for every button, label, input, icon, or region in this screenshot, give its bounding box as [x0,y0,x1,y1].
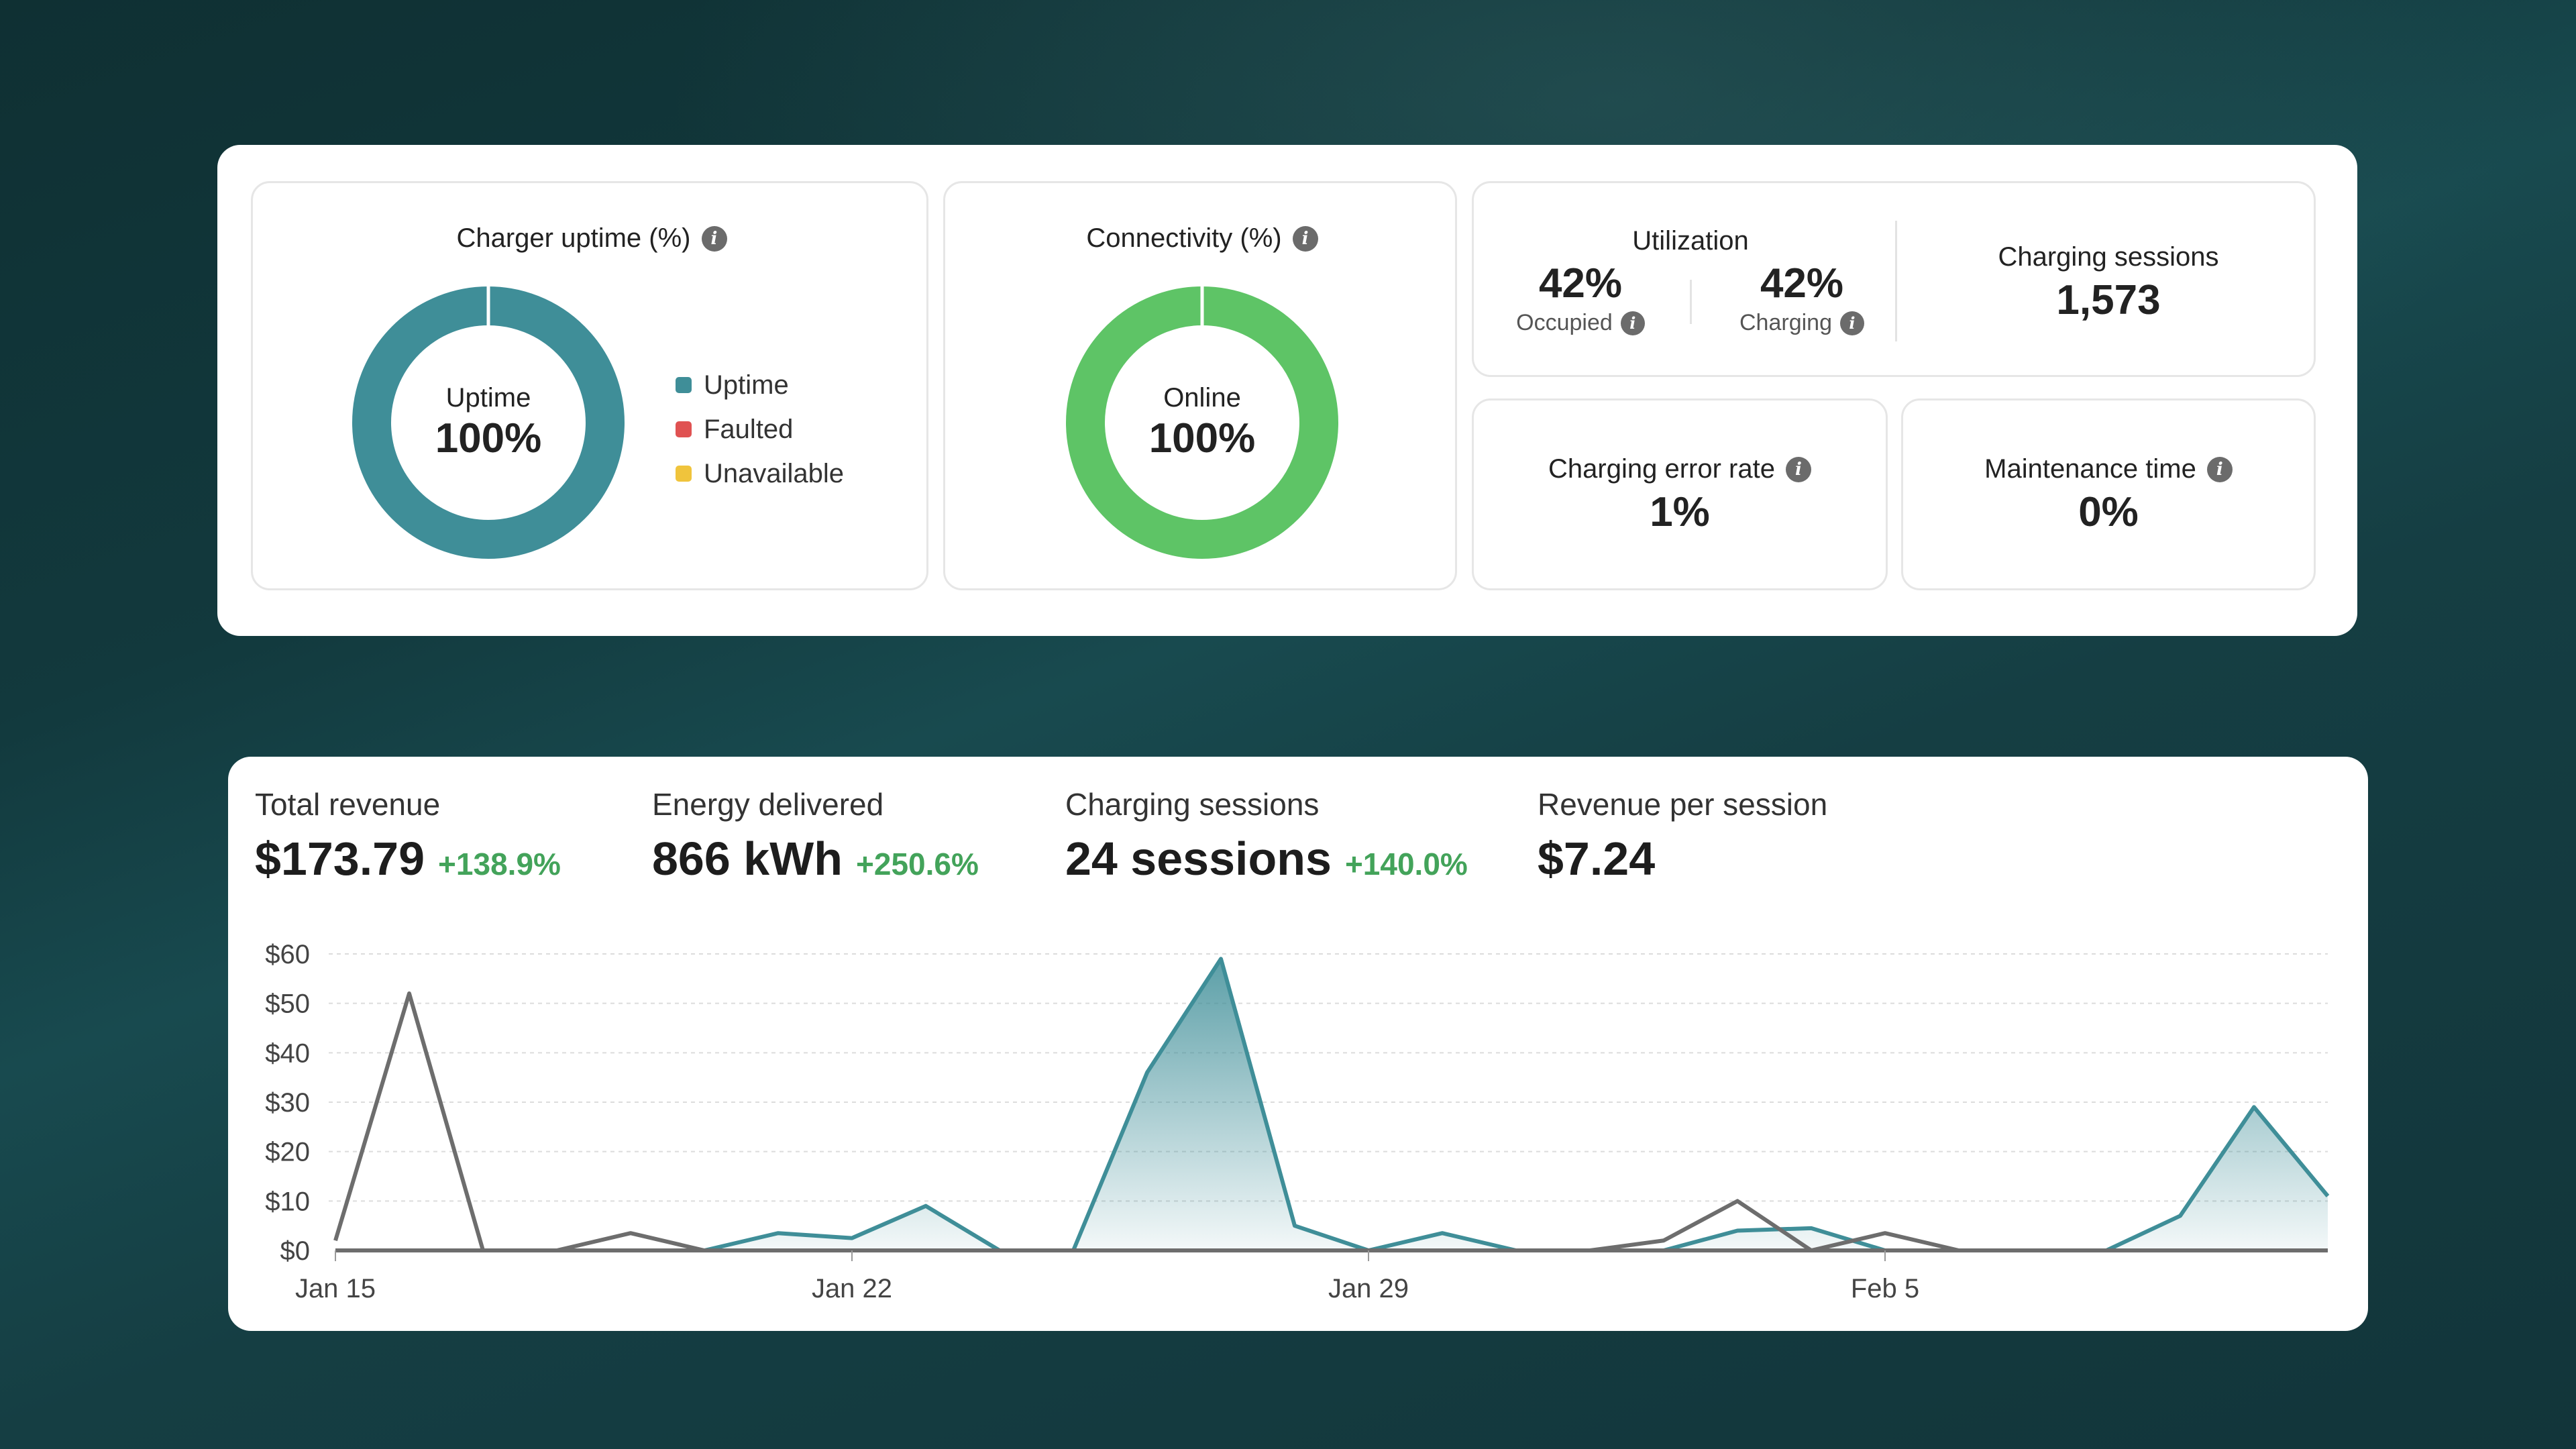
maintenance-time-card: Maintenance time i 0% [1901,398,2316,590]
maintenance-title: Maintenance time [1984,454,2196,484]
charging-sessions-value: 1,573 [2056,277,2161,323]
legend-item-uptime: Uptime [676,363,844,407]
metric-delta: +250.6% [856,847,979,881]
occupied-value: 42% [1538,260,1623,307]
utilization-divider [1690,280,1692,324]
y-tick-label: $60 [265,940,310,969]
legend-swatch-uptime [676,377,692,393]
x-tick-label: Jan 22 [812,1274,892,1303]
y-tick-label: $30 [265,1088,310,1118]
metric-delta: +140.0% [1344,847,1468,881]
uptime-donut-center: Uptime 100% [351,285,626,560]
info-icon[interactable]: i [1292,225,1318,252]
metric-value: 866 kWh [652,833,843,885]
maintenance-title-row: Maintenance time i [1903,454,2314,484]
uptime-donut: Uptime 100% [351,285,626,560]
connectivity-card: Connectivity (%) i Online 100% [943,181,1457,590]
y-tick-label: $10 [265,1187,310,1216]
metric-value: 24 sessions [1065,833,1332,885]
info-icon[interactable]: i [2206,456,2233,482]
legend-label-faulted: Faulted [704,414,794,444]
legend-label-unavailable: Unavailable [704,458,845,488]
error-rate-value: 1% [1650,489,1710,535]
connectivity-center-value: 100% [1148,415,1256,462]
charging-value: 42% [1760,260,1844,307]
metric-label: Total revenue [255,787,441,822]
charging-sessions-stat: Charging sessions 1,573 [1903,242,2314,324]
y-tick-label: $0 [280,1236,311,1266]
charger-uptime-card: Charger uptime (%) i Uptime 100% Uptime … [251,181,928,590]
charging-error-rate-card: Charging error rate i 1% [1472,398,1888,590]
connectivity-donut: Online 100% [1065,285,1340,560]
utilization-charging: 42% Charging i [1718,260,1886,336]
charging-label-row: Charging i [1718,310,1886,336]
y-tick-label: $40 [265,1038,310,1068]
legend-item-faulted: Faulted [676,407,844,451]
maintenance-value: 0% [2078,489,2139,535]
metric-total-revenue[interactable]: Total revenue $173.79 +138.9% [255,786,561,885]
info-icon[interactable]: i [1785,456,1811,482]
connectivity-title-row: Connectivity (%) i [945,223,1459,254]
metric-value: $173.79 [255,833,425,885]
utilization-title: Utilization [1632,226,1749,256]
revenue-panel: Total revenue $173.79 +138.9% Energy del… [228,757,2368,1331]
utilization-card: Utilization 42% Occupied i 42% Charging … [1472,181,2316,377]
utilization-section-divider [1895,221,1897,341]
x-tick-label: Jan 15 [295,1274,376,1303]
charging-label: Charging [1739,310,1832,335]
metric-value: $7.24 [1538,833,1656,885]
utilization-occupied: 42% Occupied i [1497,260,1664,336]
occupied-label: Occupied [1516,310,1613,335]
error-rate-title: Charging error rate [1548,454,1775,484]
uptime-legend: Uptime Faulted Unavailable [676,363,844,496]
uptime-center-label: Uptime [445,383,531,413]
maintenance-stat: Maintenance time i 0% [1903,454,2314,536]
uptime-donut-ring [352,286,625,559]
charger-uptime-title: Charger uptime (%) [456,223,691,253]
occupied-label-row: Occupied i [1497,310,1664,336]
info-icon[interactable]: i [1620,311,1645,335]
metric-label: Charging sessions [1065,787,1320,822]
x-tick-label: Feb 5 [1851,1274,1919,1303]
error-rate-title-row: Charging error rate i [1474,454,1886,484]
info-icon[interactable]: i [701,225,727,252]
metric-revenue-per-session[interactable]: Revenue per session $7.24 [1538,786,1827,885]
overview-panel: Charger uptime (%) i Uptime 100% Uptime … [217,145,2357,636]
revenue-chart: $0 $10 $20 $30 $40 $50 $60 Jan 15 Jan 22 Jan 29 Fe… [265,940,2330,1303]
y-tick-label: $20 [265,1138,310,1167]
info-icon[interactable]: i [1839,311,1864,335]
connectivity-donut-ring [1066,286,1338,559]
metric-charging-sessions[interactable]: Charging sessions 24 sessions +140.0% [1065,786,1468,885]
x-tick-label: Jan 29 [1328,1274,1409,1303]
legend-swatch-unavailable [676,466,692,482]
connectivity-donut-center: Online 100% [1065,285,1340,560]
error-rate-stat: Charging error rate i 1% [1474,454,1886,536]
metric-energy-delivered[interactable]: Energy delivered 866 kWh +250.6% [652,786,979,885]
metric-label: Revenue per session [1538,787,1828,822]
series-line-1 [333,991,2328,1252]
legend-label-uptime: Uptime [704,370,789,400]
charging-sessions-title: Charging sessions [1998,242,2219,272]
connectivity-title: Connectivity (%) [1086,223,1282,253]
legend-item-unavailable: Unavailable [676,451,844,496]
uptime-center-value: 100% [435,415,542,462]
connectivity-center-label: Online [1163,383,1241,413]
series-area [335,959,2328,1250]
y-tick-label: $50 [265,989,310,1019]
legend-swatch-faulted [676,421,692,437]
charger-uptime-title-row: Charger uptime (%) i [253,223,930,254]
metric-label: Energy delivered [652,787,884,822]
metric-delta: +138.9% [438,847,561,881]
series-line-0 [335,957,2330,1252]
